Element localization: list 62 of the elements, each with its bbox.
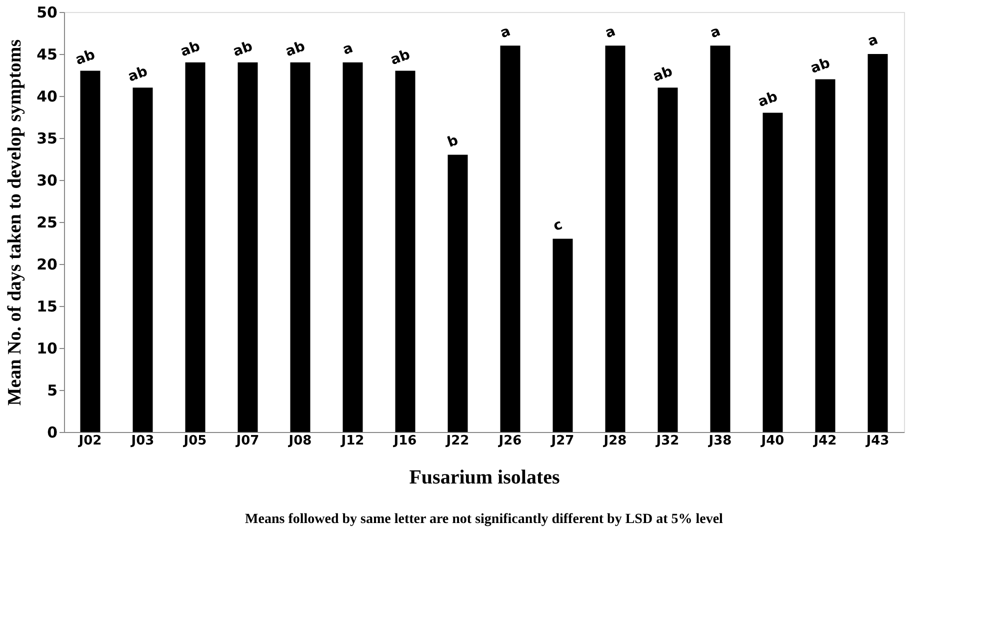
x-tick-label: J03 — [130, 434, 154, 448]
bar — [868, 54, 888, 432]
bar — [132, 88, 153, 432]
x-tick-label: J02 — [78, 434, 102, 448]
x-tick-label: J16 — [392, 434, 417, 448]
data-label: b — [446, 132, 460, 151]
data-label: a — [603, 23, 618, 42]
y-tick-label: 45 — [36, 46, 58, 64]
data-label: ab — [388, 46, 412, 68]
bar — [500, 46, 520, 432]
bar — [658, 88, 678, 432]
y-tick-label: 25 — [36, 214, 58, 232]
bar — [710, 46, 730, 432]
bar — [185, 62, 206, 432]
y-axis-title: Mean No. of days taken to develop symptoms — [4, 39, 26, 406]
x-tick-label: J26 — [498, 434, 522, 448]
data-label: c — [551, 216, 565, 235]
y-tick-label: 35 — [36, 130, 58, 148]
x-tick-label: J07 — [235, 434, 260, 448]
bar — [762, 112, 783, 432]
y-tick-label: 0 — [47, 424, 58, 442]
x-tick-label: J12 — [340, 434, 364, 448]
bar — [238, 62, 258, 432]
data-label: ab — [651, 64, 675, 86]
y-tick-label: 10 — [36, 340, 58, 358]
data-label: ab — [808, 55, 832, 77]
bar — [448, 154, 468, 432]
y-tick-label: 5 — [47, 382, 58, 400]
data-label: ab — [74, 46, 98, 68]
data-label: a — [340, 40, 356, 58]
x-tick-label: J28 — [602, 434, 627, 448]
data-label: ab — [756, 88, 780, 110]
y-tick-label: 20 — [36, 256, 58, 274]
y-tick-label: 30 — [36, 172, 58, 190]
y-tick-label: 40 — [36, 88, 58, 106]
x-tick-label: J08 — [288, 434, 312, 448]
data-label: ab — [231, 38, 255, 60]
data-label: ab — [178, 38, 202, 60]
data-label: a — [708, 23, 723, 42]
bar — [395, 70, 416, 432]
x-tick-label: J32 — [655, 434, 680, 448]
x-tick-label: J05 — [182, 434, 207, 448]
bar — [815, 79, 836, 432]
y-tick-label: 15 — [36, 298, 58, 316]
x-tick-label: J38 — [708, 434, 732, 448]
bar — [80, 70, 100, 432]
y-tick-label: 50 — [36, 4, 58, 22]
x-tick-label: J40 — [760, 434, 784, 448]
x-tick-label: J43 — [865, 434, 890, 448]
data-label: a — [498, 23, 513, 42]
bar — [290, 62, 310, 432]
x-axis-title: Fusarium isolates — [409, 466, 560, 488]
x-tick-label: J42 — [812, 434, 837, 448]
bar — [552, 238, 573, 432]
bar — [342, 62, 363, 432]
x-tick-label: J22 — [445, 434, 470, 448]
data-label: ab — [126, 64, 150, 86]
bar — [605, 46, 626, 432]
x-tick-label: J27 — [550, 434, 574, 448]
data-label: a — [866, 32, 880, 50]
data-label: ab — [284, 38, 308, 60]
text: Means followed by same letter are not significantly different by LSD at 5% level — [245, 512, 724, 527]
